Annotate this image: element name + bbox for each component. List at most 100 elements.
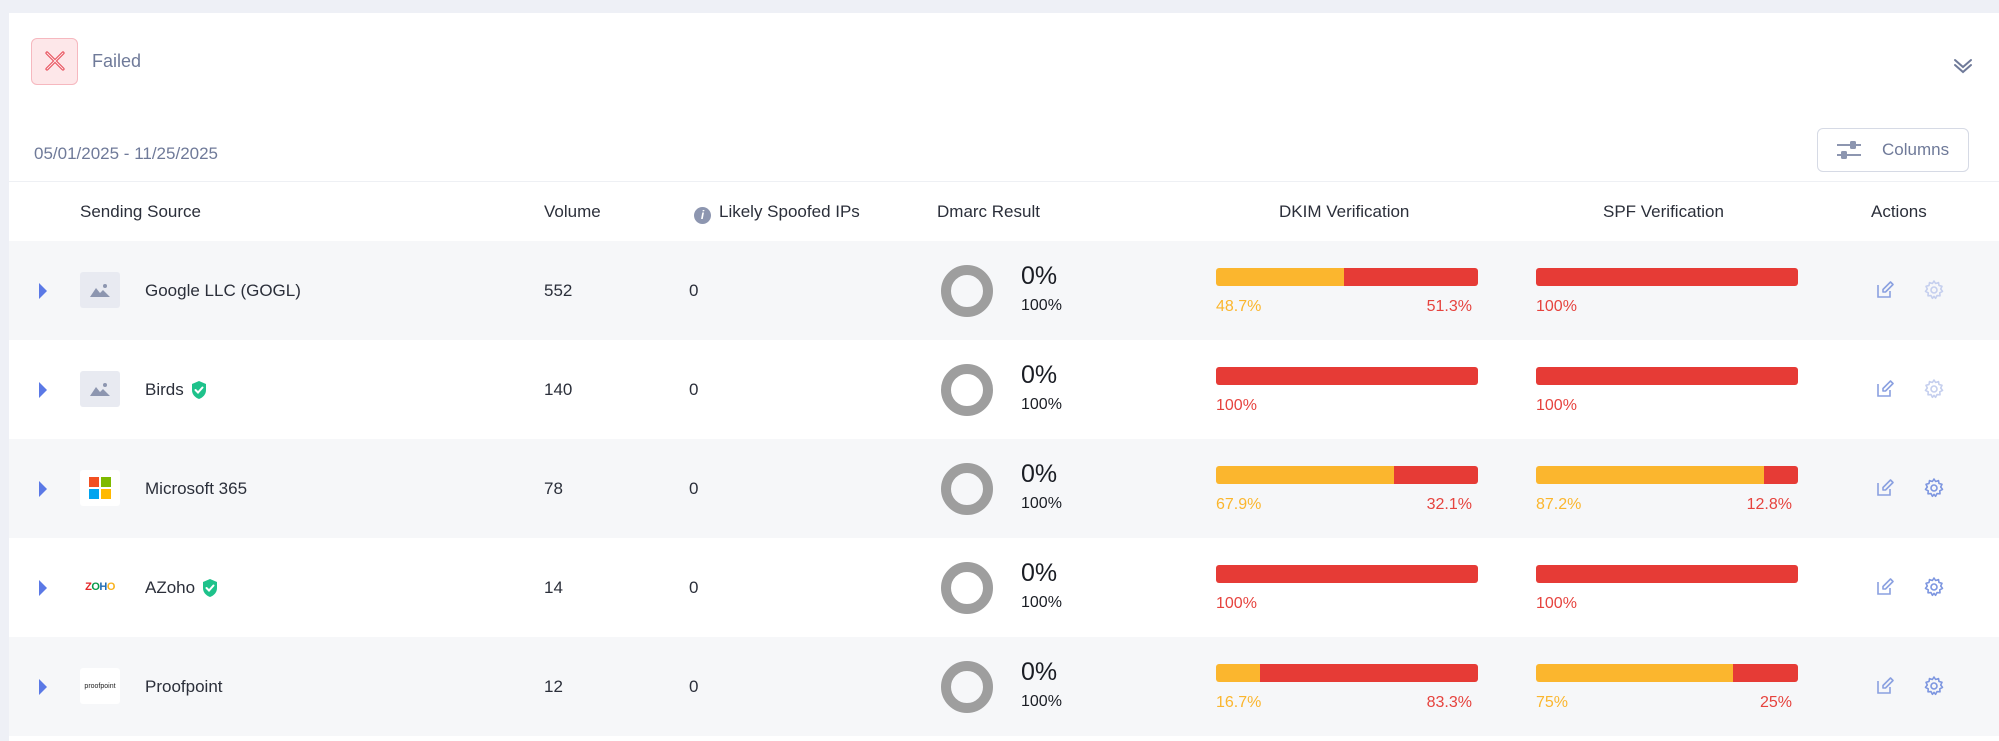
dkim-bar[interactable] xyxy=(1216,466,1478,484)
spoofed-ips-value: 0 xyxy=(689,479,699,498)
source-name-text: Birds xyxy=(145,380,184,399)
volume-value: 14 xyxy=(544,578,563,597)
volume-value: 78 xyxy=(544,479,563,498)
expand-row-icon[interactable] xyxy=(39,283,47,299)
spf-pass-label: 87.2% xyxy=(1536,496,1582,513)
dkim-pass-segment xyxy=(1216,664,1260,682)
dkim-pass-segment xyxy=(1216,466,1394,484)
dkim-fail-segment xyxy=(1393,466,1478,484)
failed-status-badge xyxy=(31,37,78,85)
spf-bar[interactable] xyxy=(1536,367,1798,385)
spf-fail-segment xyxy=(1536,367,1798,385)
spf-fail-segment xyxy=(1764,466,1798,484)
sending-source-name[interactable]: Google LLC (GOGL) xyxy=(145,281,301,301)
dmarc-sub-percent: 100% xyxy=(1021,495,1062,512)
collapse-toggle[interactable] xyxy=(1949,51,1977,79)
dkim-bar[interactable] xyxy=(1216,664,1478,682)
col-volume[interactable]: Volume xyxy=(544,202,601,221)
gear-icon[interactable] xyxy=(1923,378,1945,400)
expand-row-icon[interactable] xyxy=(39,382,47,398)
edit-icon[interactable] xyxy=(1874,576,1896,598)
source-name-text: Microsoft 365 xyxy=(145,479,248,498)
dmarc-donut-chart xyxy=(941,265,993,317)
image-placeholder-icon xyxy=(80,371,120,407)
expand-row-icon[interactable] xyxy=(39,679,47,695)
spoofed-ips-value: 0 xyxy=(689,578,699,597)
table-row[interactable]: ZOHO AZoho 14 0 0% 100% 100% 100% xyxy=(9,538,1999,637)
dkim-fail-label: 51.3% xyxy=(1426,298,1472,315)
edit-icon[interactable] xyxy=(1874,477,1896,499)
source-name-text: Proofpoint xyxy=(145,677,223,696)
sending-source-name[interactable]: Birds xyxy=(145,380,208,400)
spf-bar[interactable] xyxy=(1536,466,1798,484)
proofpoint-logo-icon: proofpoint xyxy=(80,668,120,704)
edit-icon[interactable] xyxy=(1874,675,1896,697)
spf-fail-label: 25% xyxy=(1759,694,1792,711)
dmarc-pass-percent: 0% xyxy=(1021,262,1058,290)
spf-fail-segment xyxy=(1732,664,1798,682)
panel-header: Failed xyxy=(31,37,141,85)
gear-icon[interactable] xyxy=(1923,576,1945,598)
failed-sources-panel: Failed 05/01/2025 - 11/25/2025 Columns S… xyxy=(9,13,1999,741)
volume-value: 140 xyxy=(544,380,573,399)
col-spoofed-label: Likely Spoofed IPs xyxy=(719,202,860,221)
gear-icon[interactable] xyxy=(1923,477,1945,499)
dkim-pass-label: 67.9% xyxy=(1216,496,1262,513)
sending-source-name[interactable]: Proofpoint xyxy=(145,677,223,697)
spf-bar[interactable] xyxy=(1536,664,1798,682)
dmarc-sub-percent: 100% xyxy=(1021,594,1062,611)
spf-bar[interactable] xyxy=(1536,565,1798,583)
dkim-pass-segment xyxy=(1216,268,1344,286)
dmarc-sub-percent: 100% xyxy=(1021,297,1062,314)
dkim-fail-label: 32.1% xyxy=(1426,496,1472,513)
expand-row-icon[interactable] xyxy=(39,580,47,596)
spf-bar[interactable] xyxy=(1536,268,1798,286)
col-spoofed[interactable]: i Likely Spoofed IPs xyxy=(694,202,860,224)
spf-pass-label: 75% xyxy=(1536,694,1569,711)
gear-icon[interactable] xyxy=(1923,675,1945,697)
dkim-bar[interactable] xyxy=(1216,367,1478,385)
columns-button[interactable]: Columns xyxy=(1817,128,1969,172)
spf-pass-segment xyxy=(1536,466,1765,484)
dkim-pass-label: 16.7% xyxy=(1216,694,1262,711)
edit-icon[interactable] xyxy=(1874,279,1896,301)
dkim-fail-segment xyxy=(1216,367,1478,385)
col-sending-source[interactable]: Sending Source xyxy=(80,202,201,221)
dkim-fail-label: 83.3% xyxy=(1426,694,1472,711)
verified-shield-icon xyxy=(203,579,218,597)
dmarc-donut-chart xyxy=(941,364,993,416)
table-row[interactable]: proofpoint Proofpoint 12 0 0% 100% 16.7% 83.3% 7… xyxy=(9,637,1999,736)
sending-source-name[interactable]: Microsoft 365 xyxy=(145,479,247,499)
dmarc-sub-percent: 100% xyxy=(1021,693,1062,710)
info-icon[interactable]: i xyxy=(694,207,711,224)
dkim-pass-label: 48.7% xyxy=(1216,298,1262,315)
table-row[interactable]: Birds 140 0 0% 100% 100% 100% xyxy=(9,340,1999,439)
close-icon xyxy=(44,51,65,71)
sending-source-name[interactable]: AZoho xyxy=(145,578,219,598)
col-spf[interactable]: SPF Verification xyxy=(1603,202,1724,221)
spf-fail-label: 12.8% xyxy=(1746,496,1792,513)
col-dkim[interactable]: DKIM Verification xyxy=(1279,202,1410,221)
date-range: 05/01/2025 - 11/25/2025 xyxy=(34,144,219,163)
table-row[interactable]: Google LLC (GOGL) 552 0 0% 100% 48.7% 51.3% 100… xyxy=(9,241,1999,340)
dmarc-sub-percent: 100% xyxy=(1021,396,1062,413)
dmarc-donut-chart xyxy=(941,463,993,515)
spf-pass-segment xyxy=(1536,664,1733,682)
spoofed-ips-value: 0 xyxy=(689,677,699,696)
zoho-logo-icon: ZOHO xyxy=(80,569,120,605)
dmarc-donut-chart xyxy=(941,562,993,614)
edit-icon[interactable] xyxy=(1874,378,1896,400)
gear-icon[interactable] xyxy=(1923,279,1945,301)
chevron-down-icon xyxy=(1954,59,1972,74)
spf-fail-label: 100% xyxy=(1536,397,1577,414)
dkim-fail-segment xyxy=(1343,268,1478,286)
table-row[interactable]: Microsoft 365 78 0 0% 100% 67.9% 32.1% 87.2% 12.… xyxy=(9,439,1999,538)
spf-fail-label: 100% xyxy=(1536,595,1577,612)
spf-fail-segment xyxy=(1536,268,1798,286)
col-dmarc[interactable]: Dmarc Result xyxy=(937,202,1040,221)
dkim-bar[interactable] xyxy=(1216,565,1478,583)
col-actions: Actions xyxy=(1871,202,1927,221)
expand-row-icon[interactable] xyxy=(39,481,47,497)
proofpoint-logo-text: proofpoint xyxy=(84,682,116,690)
dkim-bar[interactable] xyxy=(1216,268,1478,286)
